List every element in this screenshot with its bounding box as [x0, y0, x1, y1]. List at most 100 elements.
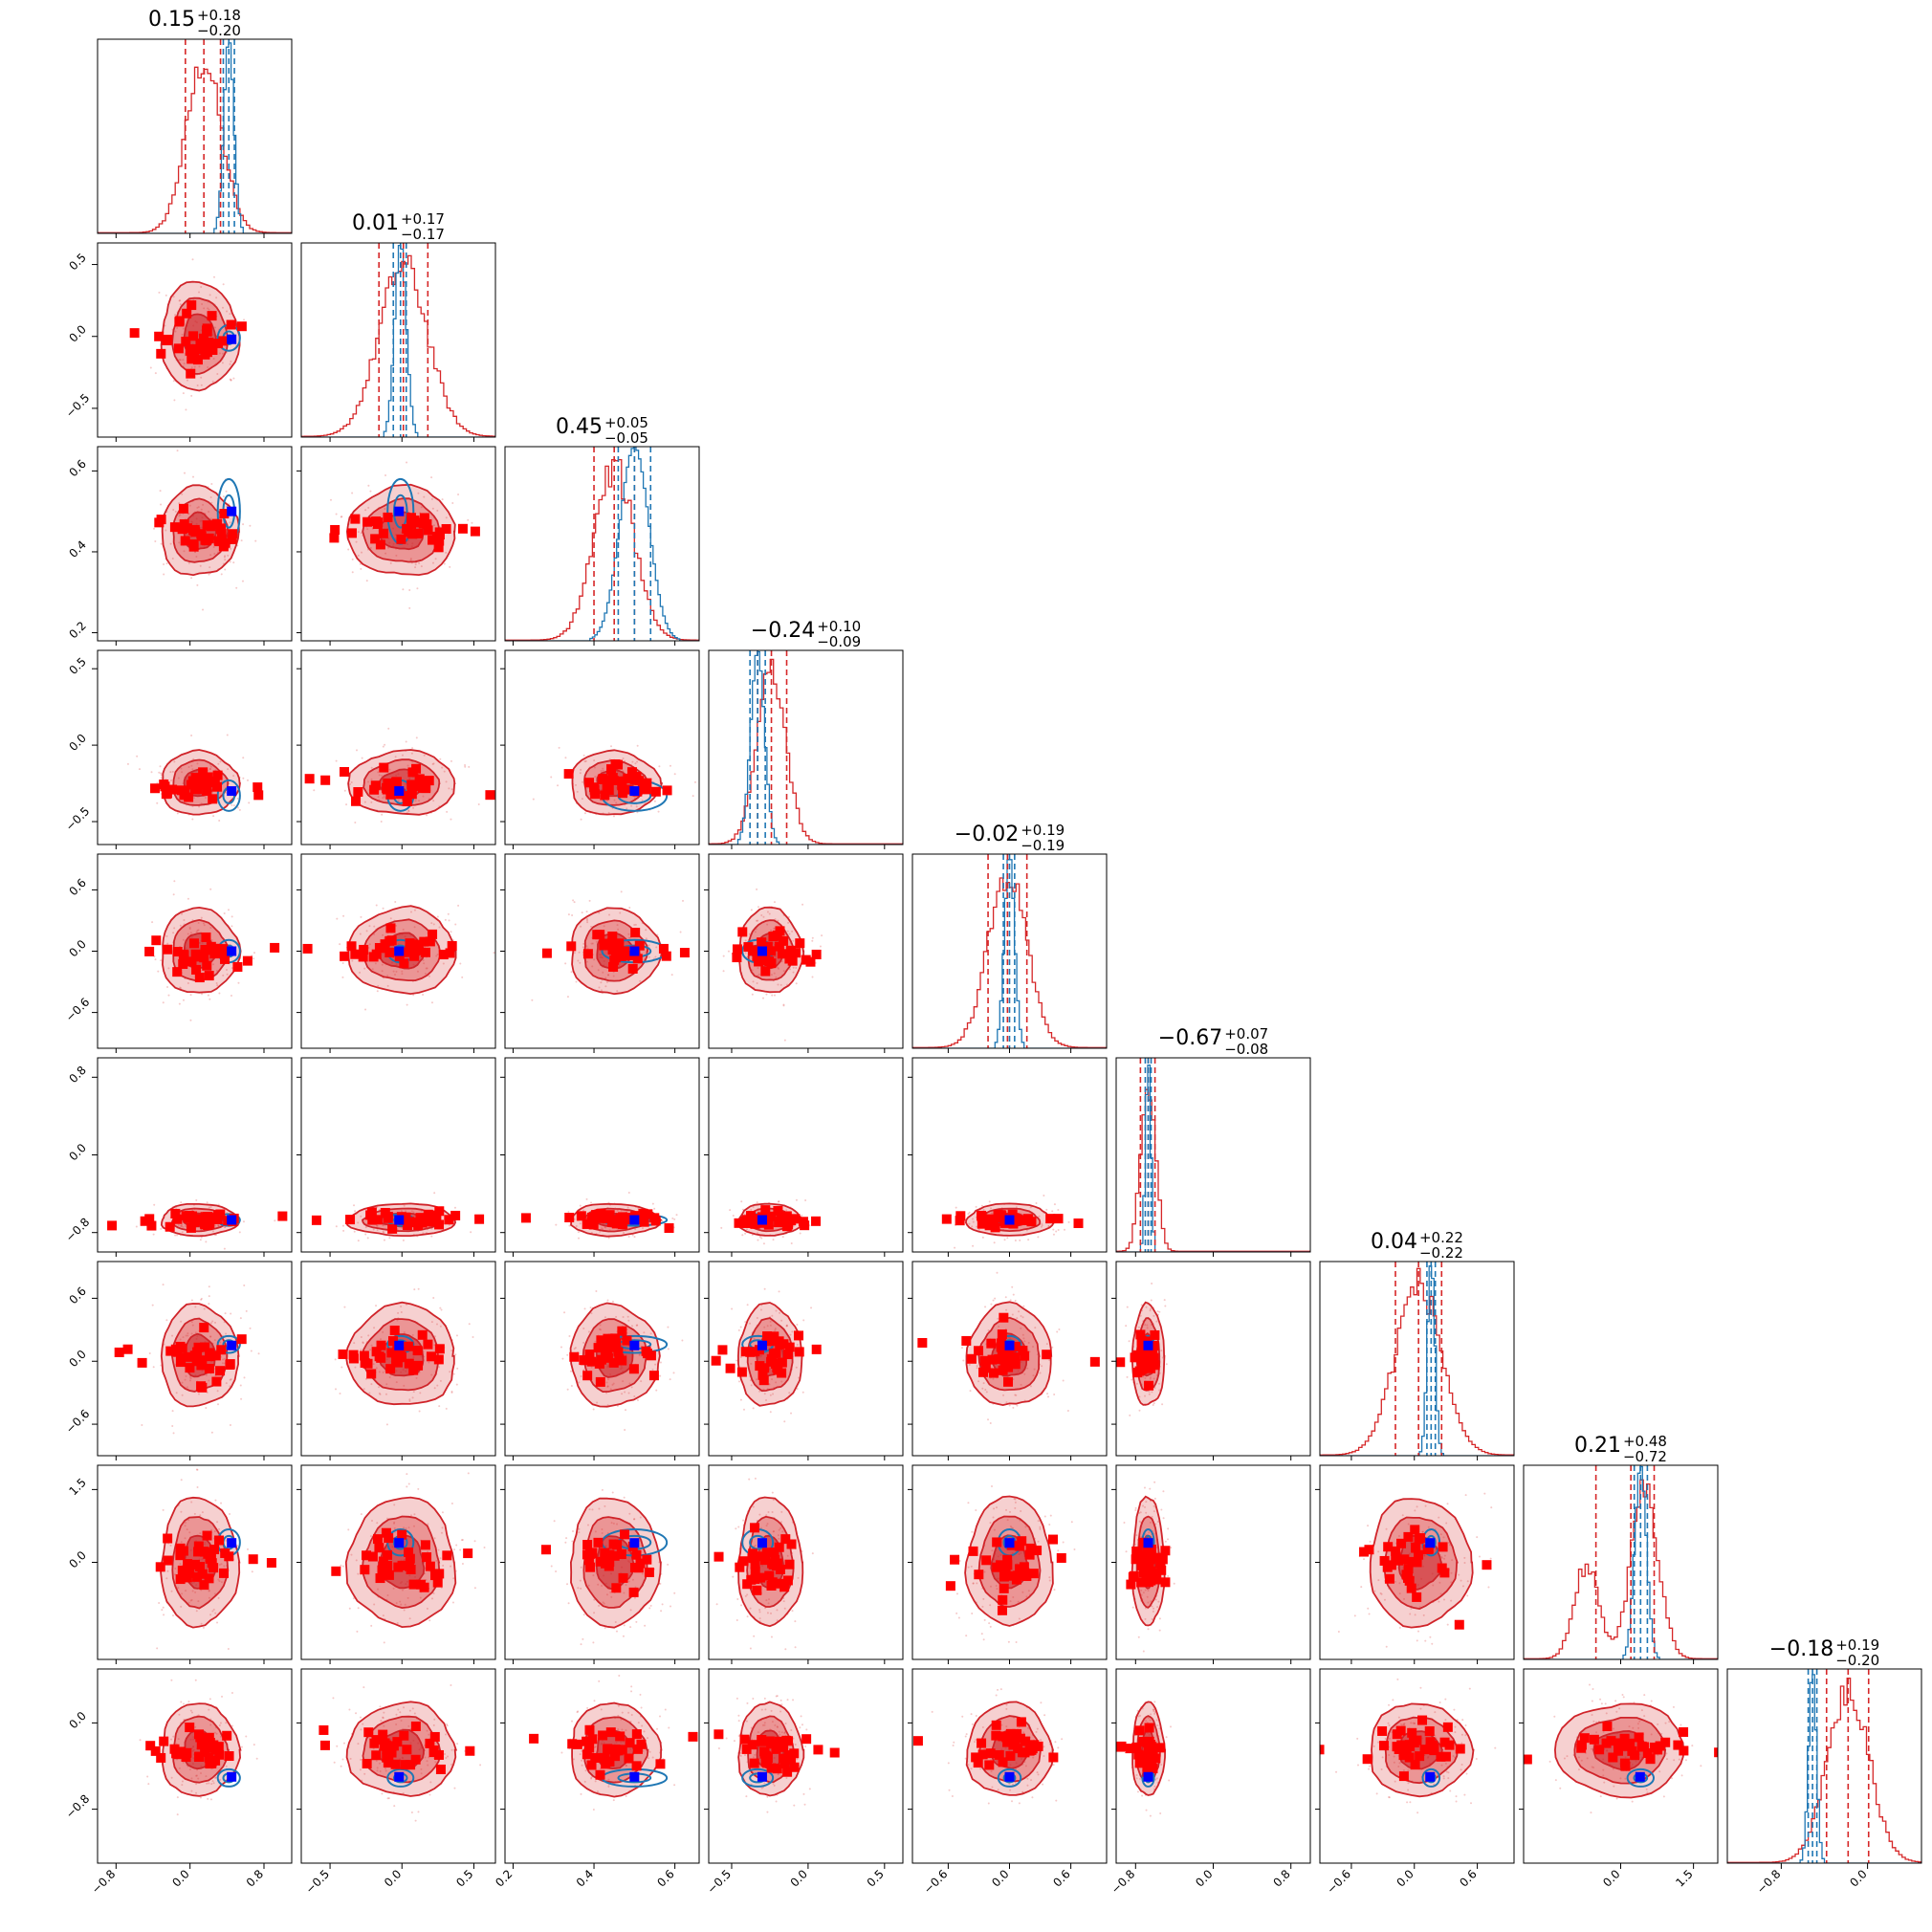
red-marker	[359, 944, 369, 955]
sample-point	[768, 912, 771, 915]
sample-point	[366, 528, 369, 531]
red-marker	[750, 1559, 760, 1570]
sample-point	[632, 1518, 635, 1521]
red-marker	[375, 539, 385, 550]
sample-point	[667, 1326, 670, 1328]
sample-point	[449, 565, 451, 568]
red-marker	[375, 1573, 385, 1584]
sample-point	[377, 984, 380, 987]
red-marker	[997, 1350, 1007, 1360]
red-marker	[758, 1375, 769, 1386]
sample-point	[181, 493, 184, 495]
y-tick-label: 0.8	[66, 1064, 88, 1086]
sample-point	[744, 952, 747, 955]
truth-marker	[394, 786, 405, 797]
sample-point	[629, 1626, 632, 1629]
sample-point	[780, 1319, 783, 1322]
sample-point	[653, 800, 656, 802]
sample-point	[178, 299, 181, 302]
sample-point	[177, 1223, 180, 1226]
red-marker	[187, 525, 198, 536]
sample-point	[217, 1578, 220, 1581]
red-marker	[346, 528, 357, 538]
sample-point	[1023, 1372, 1026, 1375]
sample-point	[782, 970, 785, 973]
red-marker	[630, 928, 641, 938]
sample-point	[769, 1612, 772, 1614]
red-marker	[766, 946, 777, 956]
red-histogram	[709, 658, 903, 845]
red-marker	[181, 1211, 191, 1221]
sample-point	[722, 955, 725, 957]
sample-point	[424, 972, 427, 975]
red-marker	[1042, 1350, 1052, 1360]
sample-point	[1014, 1240, 1017, 1242]
sample-point	[364, 1008, 367, 1011]
blue-histogram	[301, 244, 495, 437]
sample-point	[1155, 1320, 1158, 1323]
sample-point	[626, 1206, 629, 1209]
sample-point	[592, 1574, 595, 1577]
sample-point	[641, 1227, 644, 1230]
sample-point	[179, 924, 182, 927]
sample-point	[186, 1528, 188, 1531]
red-marker	[201, 932, 211, 942]
sample-point	[768, 1598, 771, 1601]
sample-point	[166, 986, 169, 989]
sample-point	[1158, 1310, 1161, 1313]
sample-point	[432, 1296, 435, 1299]
sample-point	[601, 1532, 604, 1535]
red-marker	[785, 945, 796, 955]
sample-point	[785, 1325, 788, 1328]
sample-point	[152, 1366, 155, 1369]
sample-point	[1006, 1237, 1009, 1240]
sample-point	[192, 757, 195, 760]
sample-point	[1148, 1391, 1151, 1394]
sample-point	[184, 1378, 187, 1381]
y-tick-label: 0.0	[66, 732, 88, 754]
sample-point	[1021, 1591, 1024, 1593]
sample-point	[400, 1305, 403, 1307]
red-marker	[986, 1338, 997, 1349]
red-marker	[417, 1218, 428, 1228]
contour-panel-7-3	[704, 1464, 904, 1664]
red-marker	[386, 935, 397, 946]
sample-point	[750, 1384, 753, 1387]
red-marker	[750, 1347, 760, 1357]
red-marker	[329, 533, 340, 543]
y-tick-label: −0.6	[63, 1407, 93, 1437]
red-marker	[405, 945, 415, 955]
blue-histogram	[1320, 1265, 1514, 1456]
hist-panel-5: −0.67 +0.07−0.08	[1115, 1025, 1311, 1257]
sample-point	[415, 736, 418, 739]
red-marker	[122, 1344, 133, 1354]
red-marker	[740, 1216, 751, 1226]
sample-point	[182, 1225, 185, 1228]
sample-point	[1032, 1346, 1035, 1349]
sample-point	[1013, 1498, 1016, 1501]
sample-point	[392, 1587, 395, 1590]
red-marker	[1013, 1570, 1023, 1581]
red-marker	[165, 1221, 175, 1232]
red-marker	[426, 1351, 436, 1362]
sample-point	[453, 1548, 456, 1551]
red-marker	[353, 787, 363, 798]
sample-point	[196, 384, 199, 387]
sample-point	[593, 958, 596, 961]
sample-point	[230, 547, 232, 550]
y-tick-label: 0.0	[66, 1141, 88, 1163]
red-marker	[632, 954, 643, 964]
sample-point	[1048, 1579, 1051, 1582]
sample-point	[430, 1235, 433, 1238]
red-marker	[782, 1350, 793, 1360]
sample-point	[360, 1336, 362, 1339]
sample-point	[249, 1327, 252, 1329]
sample-point	[402, 928, 405, 931]
sample-point	[736, 1597, 739, 1600]
sample-point	[199, 564, 202, 567]
red-marker	[541, 948, 552, 958]
sample-point	[735, 1618, 738, 1621]
blue-histogram	[709, 650, 903, 845]
sample-point	[612, 1382, 615, 1385]
red-marker	[377, 1565, 387, 1575]
